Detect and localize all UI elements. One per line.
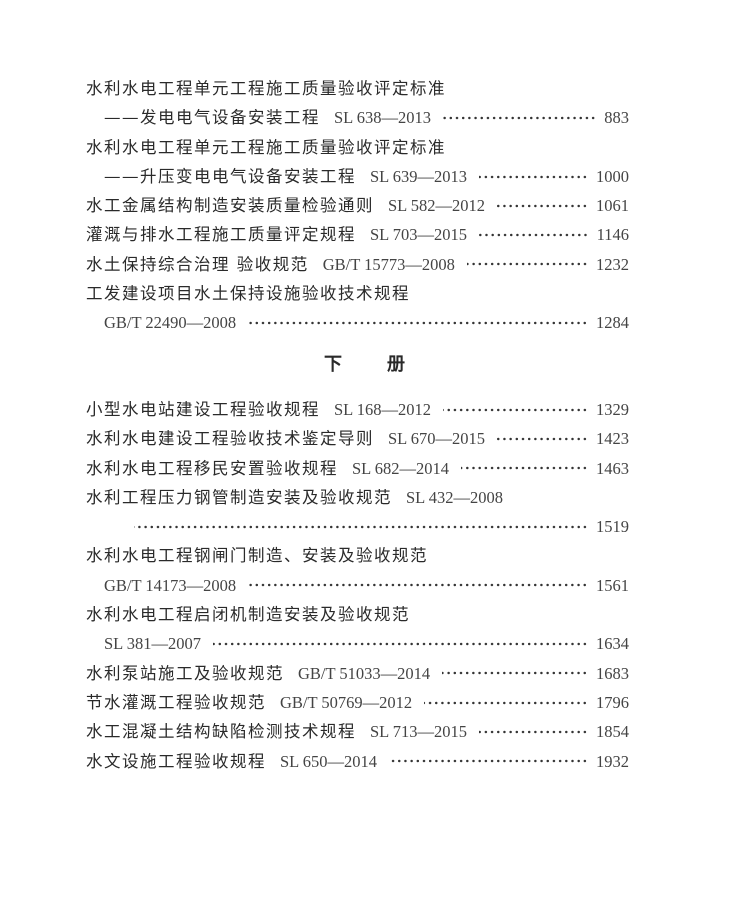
heading-char: 下 [324,354,343,375]
standard-code: GB/T 50769—2012 [280,692,413,712]
page-number: 1519 [596,517,629,537]
page-number: 883 [604,108,629,128]
standard-code: SL 168—2012 [334,400,432,419]
page-number: 1683 [596,663,629,683]
standard-code: SL 381—2007 [104,634,202,654]
toc-entry-line[interactable]: 水文设施工程验收规程 SL 650—2014 1932 [86,747,629,776]
entry-title: 水利水电建设工程验收技术鉴定导则 [86,429,374,449]
page-number: 1634 [596,634,629,654]
toc-entry-line: 水利水电工程启闭机制造安装及验收规范 [86,600,629,629]
dot-leader [479,171,588,182]
toc-entry-line: 水利水电工程钢闸门制造、安装及验收规范 [86,541,629,570]
entry-title: 水利水电工程单元工程施工质量验收评定标准 [86,137,446,157]
standard-code: SL 432—2008 [406,487,504,507]
dot-leader [479,726,588,737]
dot-leader [497,200,588,211]
dot-leader [389,756,588,767]
toc-entry-line[interactable]: ——发电电气设备安装工程 SL 638—2013 883 [86,103,629,132]
toc-entry-line[interactable]: 节水灌溉工程验收规范 GB/T 50769—2012 1796 [86,688,629,717]
toc-entry-line[interactable]: 小型水电站建设工程验收规程 SL 168—2012 1329 [86,395,629,424]
entry-title: ——升压变电电气设备安装工程 [104,166,356,186]
dot-leader [134,521,588,532]
toc-entry-line[interactable]: ——升压变电电气设备安装工程 SL 639—2013 1000 [86,162,629,191]
standard-code: SL 670—2015 [388,429,486,449]
toc-entry-line[interactable]: GB/T 14173—2008 1561 [86,571,629,600]
toc-upper-volume: 水利水电工程单元工程施工质量验收评定标准 ——发电电气设备安装工程 SL 638—2… [86,74,629,338]
page-number: 1284 [596,313,629,333]
entry-title: 水利工程压力钢管制造安装及验收规范 [86,487,392,507]
entry-title: 水土保持综合治理 验收规范 [86,254,309,274]
dot-leader [424,697,588,708]
page-number: 1061 [596,196,629,216]
toc-entry-line[interactable]: 水工混凝土结构缺陷检测技术规程 SL 713—2015 1854 [86,717,629,746]
entry-title: 水文设施工程验收规程 [86,751,266,771]
page-number: 1561 [596,575,629,595]
standard-code: SL 682—2014 [352,458,450,478]
toc-entry-line[interactable]: 水土保持综合治理 验收规范 GB/T 15773—2008 1232 [86,250,629,279]
toc-entry-line[interactable]: 1519 [86,512,629,541]
standard-code: GB/T 14173—2008 [104,575,237,595]
dot-leader [466,259,588,270]
toc-entry-line[interactable]: 水利泵站施工及验收规范 GB/T 51033—2014 1683 [86,659,629,688]
dot-leader [443,404,588,415]
toc-entry-line: 水利水电工程单元工程施工质量验收评定标准 [86,74,629,103]
page-number: 1854 [596,722,629,742]
entry-title: 水利水电工程单元工程施工质量验收评定标准 [86,79,446,98]
entry-title: 小型水电站建设工程验收规程 [86,400,320,419]
toc-entry-line[interactable]: SL 381—2007 1634 [86,629,629,658]
toc-entry-line[interactable]: 水利水电工程移民安置验收规程 SL 682—2014 1463 [86,454,629,483]
toc-entry-line: 水利水电工程单元工程施工质量验收评定标准 [86,133,629,162]
dot-leader [497,433,588,444]
entry-title: 水工混凝土结构缺陷检测技术规程 [86,722,356,742]
page-number: 1000 [596,166,629,186]
entry-title: 工发建设项目水土保持设施验收技术规程 [86,284,410,304]
toc-entry-line[interactable]: 水工金属结构制造安装质量检验通则 SL 582—2012 1061 [86,191,629,220]
entry-title: 水工金属结构制造安装质量检验通则 [86,196,374,216]
page-number: 1329 [596,400,629,419]
entry-title: 水利泵站施工及验收规范 [86,663,284,683]
standard-code: SL 703—2015 [370,225,468,245]
entry-title: 灌溉与排水工程施工质量评定规程 [86,225,356,245]
dot-leader [213,639,588,650]
entry-title: ——发电电气设备安装工程 [104,108,320,128]
standard-code: SL 713—2015 [370,722,468,742]
heading-char: 册 [387,354,406,375]
toc-entry-line[interactable]: 水利水电建设工程验收技术鉴定导则 SL 670—2015 1423 [86,424,629,453]
page-number: 1146 [596,225,629,245]
toc-entry-line: 水利工程压力钢管制造安装及验收规范 SL 432—2008 [86,483,629,512]
entry-title: 水利水电工程移民安置验收规程 [86,458,338,478]
page-number: 1232 [596,254,629,274]
standard-code: SL 650—2014 [280,751,378,771]
standard-code: SL 639—2013 [370,166,468,186]
dot-leader [248,318,588,329]
page-number: 1796 [596,692,629,712]
entry-title: 水利水电工程启闭机制造安装及验收规范 [86,605,410,625]
entry-title: 节水灌溉工程验收规范 [86,692,266,712]
standard-code: GB/T 15773—2008 [322,254,455,274]
standard-code: GB/T 22490—2008 [104,313,237,333]
toc-entry-line[interactable]: GB/T 22490—2008 1284 [86,308,629,337]
page-number: 1932 [596,751,629,771]
page-number: 1463 [596,458,629,478]
dot-leader [442,668,588,679]
toc-entry-line: 工发建设项目水土保持设施验收技术规程 [86,279,629,308]
standard-code: SL 582—2012 [388,196,486,216]
dot-leader [461,463,588,474]
entry-title: 水利水电工程钢闸门制造、安装及验收规范 [86,546,428,566]
toc-lower-volume: 小型水电站建设工程验收规程 SL 168—2012 1329 水利水电建设工程验收技术… [86,395,629,776]
dot-leader [248,580,588,591]
dot-leader [443,112,597,123]
page-number: 1423 [596,429,629,449]
standard-code: GB/T 51033—2014 [298,663,431,683]
standard-code: SL 638—2013 [334,108,432,128]
section-heading-lower-volume: 下册 [0,350,730,376]
dot-leader [479,230,589,241]
toc-entry-line[interactable]: 灌溉与排水工程施工质量评定规程 SL 703—2015 1146 [86,220,629,249]
